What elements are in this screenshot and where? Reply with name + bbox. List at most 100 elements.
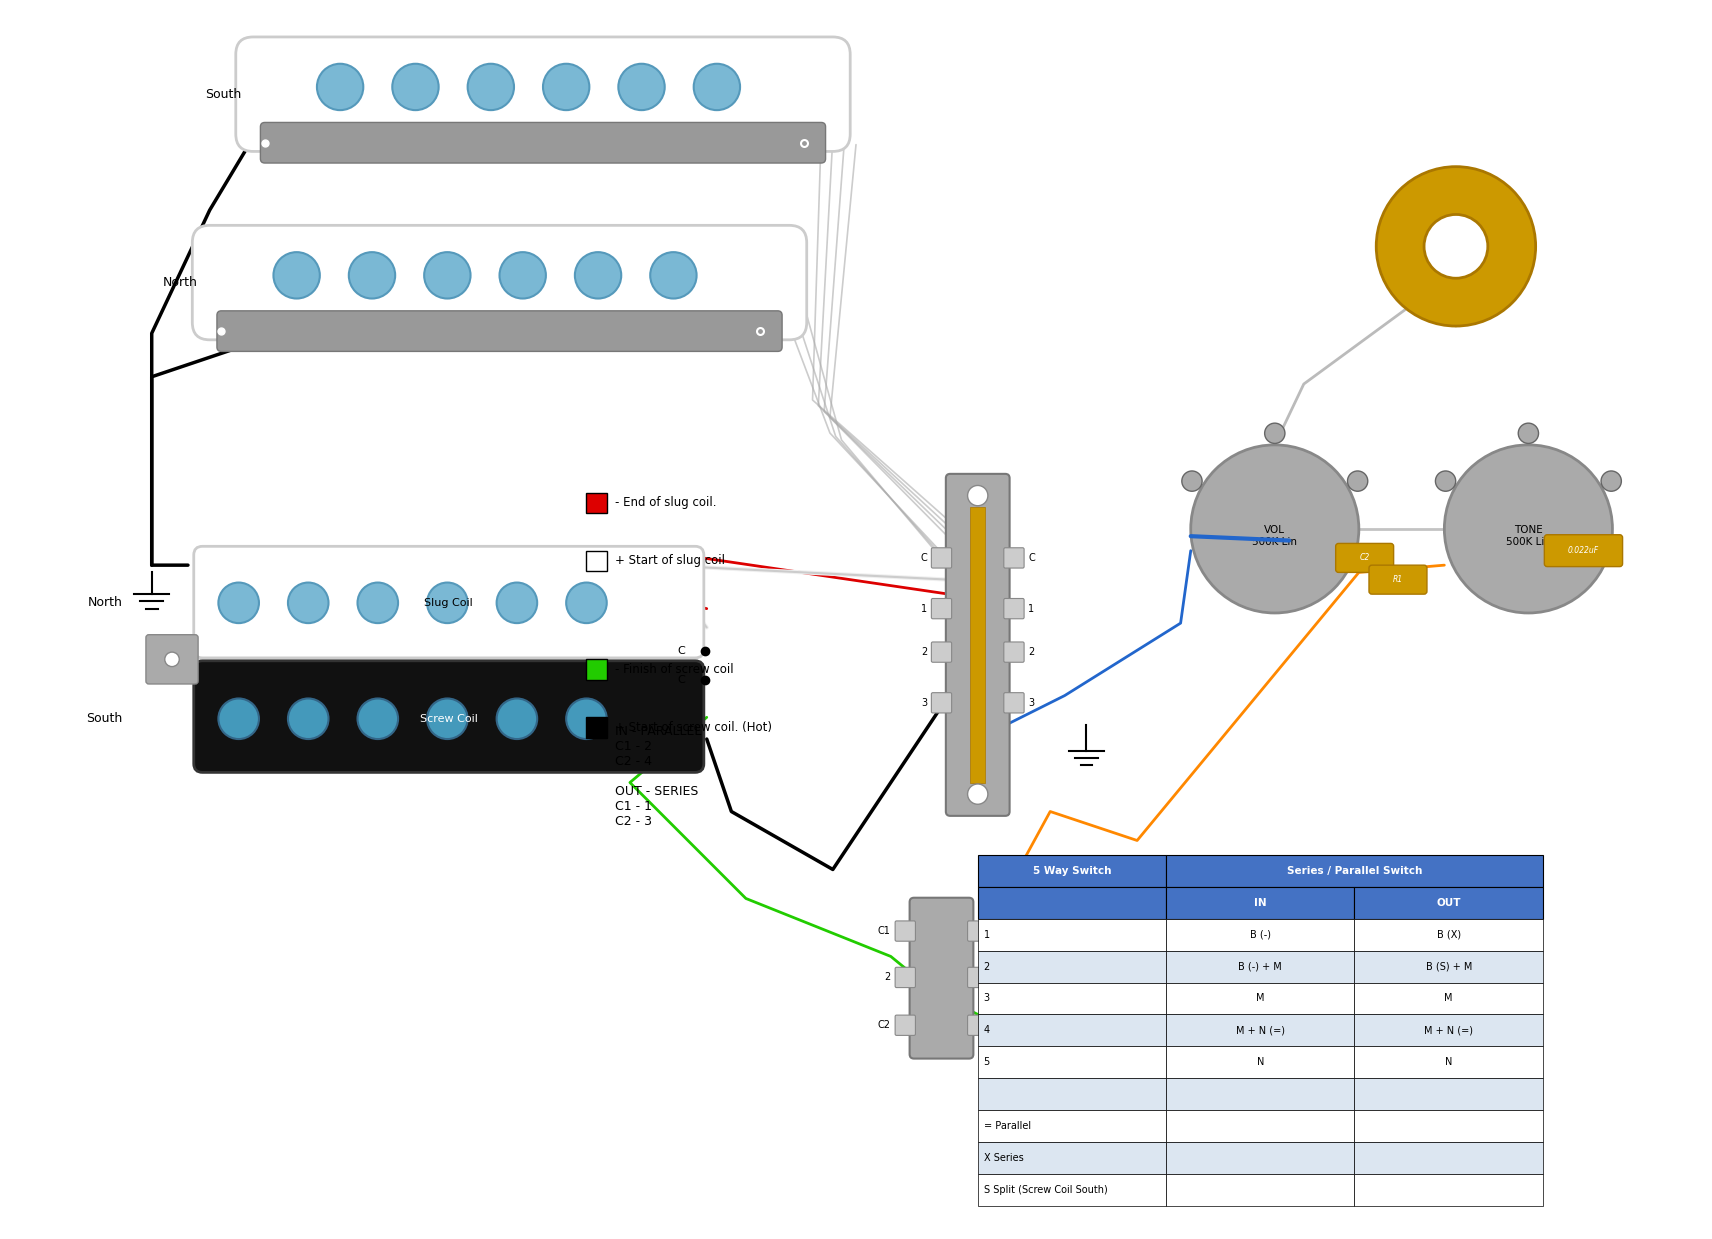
Text: 3: 3 xyxy=(1029,698,1034,707)
Text: North: North xyxy=(163,276,199,289)
FancyBboxPatch shape xyxy=(967,921,988,942)
Text: 1: 1 xyxy=(921,603,926,613)
Circle shape xyxy=(500,253,546,299)
FancyBboxPatch shape xyxy=(1335,544,1394,572)
Text: C2: C2 xyxy=(1359,554,1370,563)
Text: VOL
500K Lin: VOL 500K Lin xyxy=(1251,525,1298,546)
Bar xyxy=(971,507,984,783)
FancyBboxPatch shape xyxy=(967,968,988,987)
FancyBboxPatch shape xyxy=(931,642,952,663)
Text: North: North xyxy=(87,596,123,610)
Circle shape xyxy=(317,63,363,110)
Bar xyxy=(1166,1046,1354,1078)
Text: C1: C1 xyxy=(878,926,890,935)
Text: M + N (=): M + N (=) xyxy=(1236,1026,1284,1036)
Circle shape xyxy=(1435,471,1455,491)
Text: 2: 2 xyxy=(1029,647,1034,657)
FancyBboxPatch shape xyxy=(931,693,952,712)
FancyBboxPatch shape xyxy=(146,634,199,684)
Bar xyxy=(978,887,1166,919)
FancyBboxPatch shape xyxy=(945,473,1010,815)
Text: 1: 1 xyxy=(983,929,990,939)
FancyBboxPatch shape xyxy=(967,1015,988,1036)
Text: 3: 3 xyxy=(983,994,990,1004)
Circle shape xyxy=(575,253,621,299)
Text: B (-): B (-) xyxy=(1250,929,1270,939)
FancyBboxPatch shape xyxy=(193,660,704,772)
Circle shape xyxy=(1181,471,1202,491)
FancyBboxPatch shape xyxy=(931,598,952,618)
Text: C: C xyxy=(678,646,685,655)
Text: 2: 2 xyxy=(885,973,890,983)
Text: = Parallel: = Parallel xyxy=(983,1121,1031,1131)
Text: C: C xyxy=(921,553,926,563)
FancyBboxPatch shape xyxy=(1003,598,1024,618)
FancyBboxPatch shape xyxy=(1003,693,1024,712)
Bar xyxy=(1354,1078,1543,1110)
Bar xyxy=(587,493,606,513)
Bar xyxy=(1166,887,1354,919)
Text: C: C xyxy=(678,675,685,685)
Circle shape xyxy=(1265,424,1286,444)
Bar xyxy=(978,983,1166,1015)
Bar xyxy=(1354,1110,1543,1142)
FancyBboxPatch shape xyxy=(895,921,916,942)
Circle shape xyxy=(358,582,399,623)
Text: C: C xyxy=(1029,553,1036,563)
Circle shape xyxy=(496,699,538,738)
FancyBboxPatch shape xyxy=(909,898,974,1058)
Text: 1: 1 xyxy=(1029,603,1034,613)
FancyBboxPatch shape xyxy=(260,123,825,164)
Bar xyxy=(1166,919,1354,950)
Circle shape xyxy=(426,699,467,738)
Circle shape xyxy=(967,486,988,506)
Bar xyxy=(1354,983,1543,1015)
Bar xyxy=(1354,1046,1543,1078)
Text: South: South xyxy=(87,712,123,725)
Bar xyxy=(978,919,1166,950)
Bar xyxy=(978,950,1166,983)
Text: IN - PARALLEL
C1 - 2
C2 - 4

OUT - SERIES
C1 - 1
C2 - 3: IN - PARALLEL C1 - 2 C2 - 4 OUT - SERIES… xyxy=(615,725,702,828)
Bar xyxy=(978,1015,1166,1046)
Circle shape xyxy=(543,63,589,110)
Text: Slug Coil: Slug Coil xyxy=(425,598,473,608)
Text: 5 Way Switch: 5 Way Switch xyxy=(1032,866,1111,876)
Bar xyxy=(1166,1078,1354,1110)
Bar xyxy=(1354,887,1543,919)
Bar xyxy=(1166,950,1354,983)
Text: S Split (Screw Coil South): S Split (Screw Coil South) xyxy=(983,1184,1108,1194)
Text: B (-) + M: B (-) + M xyxy=(1238,961,1282,971)
FancyBboxPatch shape xyxy=(1544,535,1623,566)
FancyBboxPatch shape xyxy=(895,1015,916,1036)
Bar xyxy=(1166,1142,1354,1173)
Circle shape xyxy=(567,699,606,738)
Circle shape xyxy=(219,699,259,738)
Circle shape xyxy=(349,253,395,299)
Circle shape xyxy=(618,63,664,110)
Bar xyxy=(978,855,1166,887)
Bar xyxy=(978,1046,1166,1078)
Bar xyxy=(587,659,606,680)
Circle shape xyxy=(567,582,606,623)
Text: + Start of screw coil. (Hot): + Start of screw coil. (Hot) xyxy=(615,721,772,733)
Circle shape xyxy=(358,699,399,738)
Text: C2: C2 xyxy=(878,1020,890,1031)
Bar xyxy=(1166,1173,1354,1206)
Text: Series / Parallel Switch: Series / Parallel Switch xyxy=(1287,866,1423,876)
Circle shape xyxy=(274,253,320,299)
Bar xyxy=(1166,983,1354,1015)
Bar xyxy=(1354,919,1543,950)
Text: Screw Coil: Screw Coil xyxy=(419,714,478,724)
FancyBboxPatch shape xyxy=(1003,642,1024,663)
Text: 4: 4 xyxy=(993,1020,998,1031)
FancyBboxPatch shape xyxy=(192,225,806,339)
Circle shape xyxy=(1347,471,1368,491)
FancyBboxPatch shape xyxy=(236,37,851,151)
Circle shape xyxy=(1601,471,1621,491)
FancyBboxPatch shape xyxy=(1370,565,1428,595)
FancyBboxPatch shape xyxy=(931,548,952,567)
Circle shape xyxy=(967,784,988,804)
Circle shape xyxy=(1192,445,1359,613)
Bar xyxy=(1354,1142,1543,1173)
Text: 0.022uF: 0.022uF xyxy=(1568,546,1599,555)
